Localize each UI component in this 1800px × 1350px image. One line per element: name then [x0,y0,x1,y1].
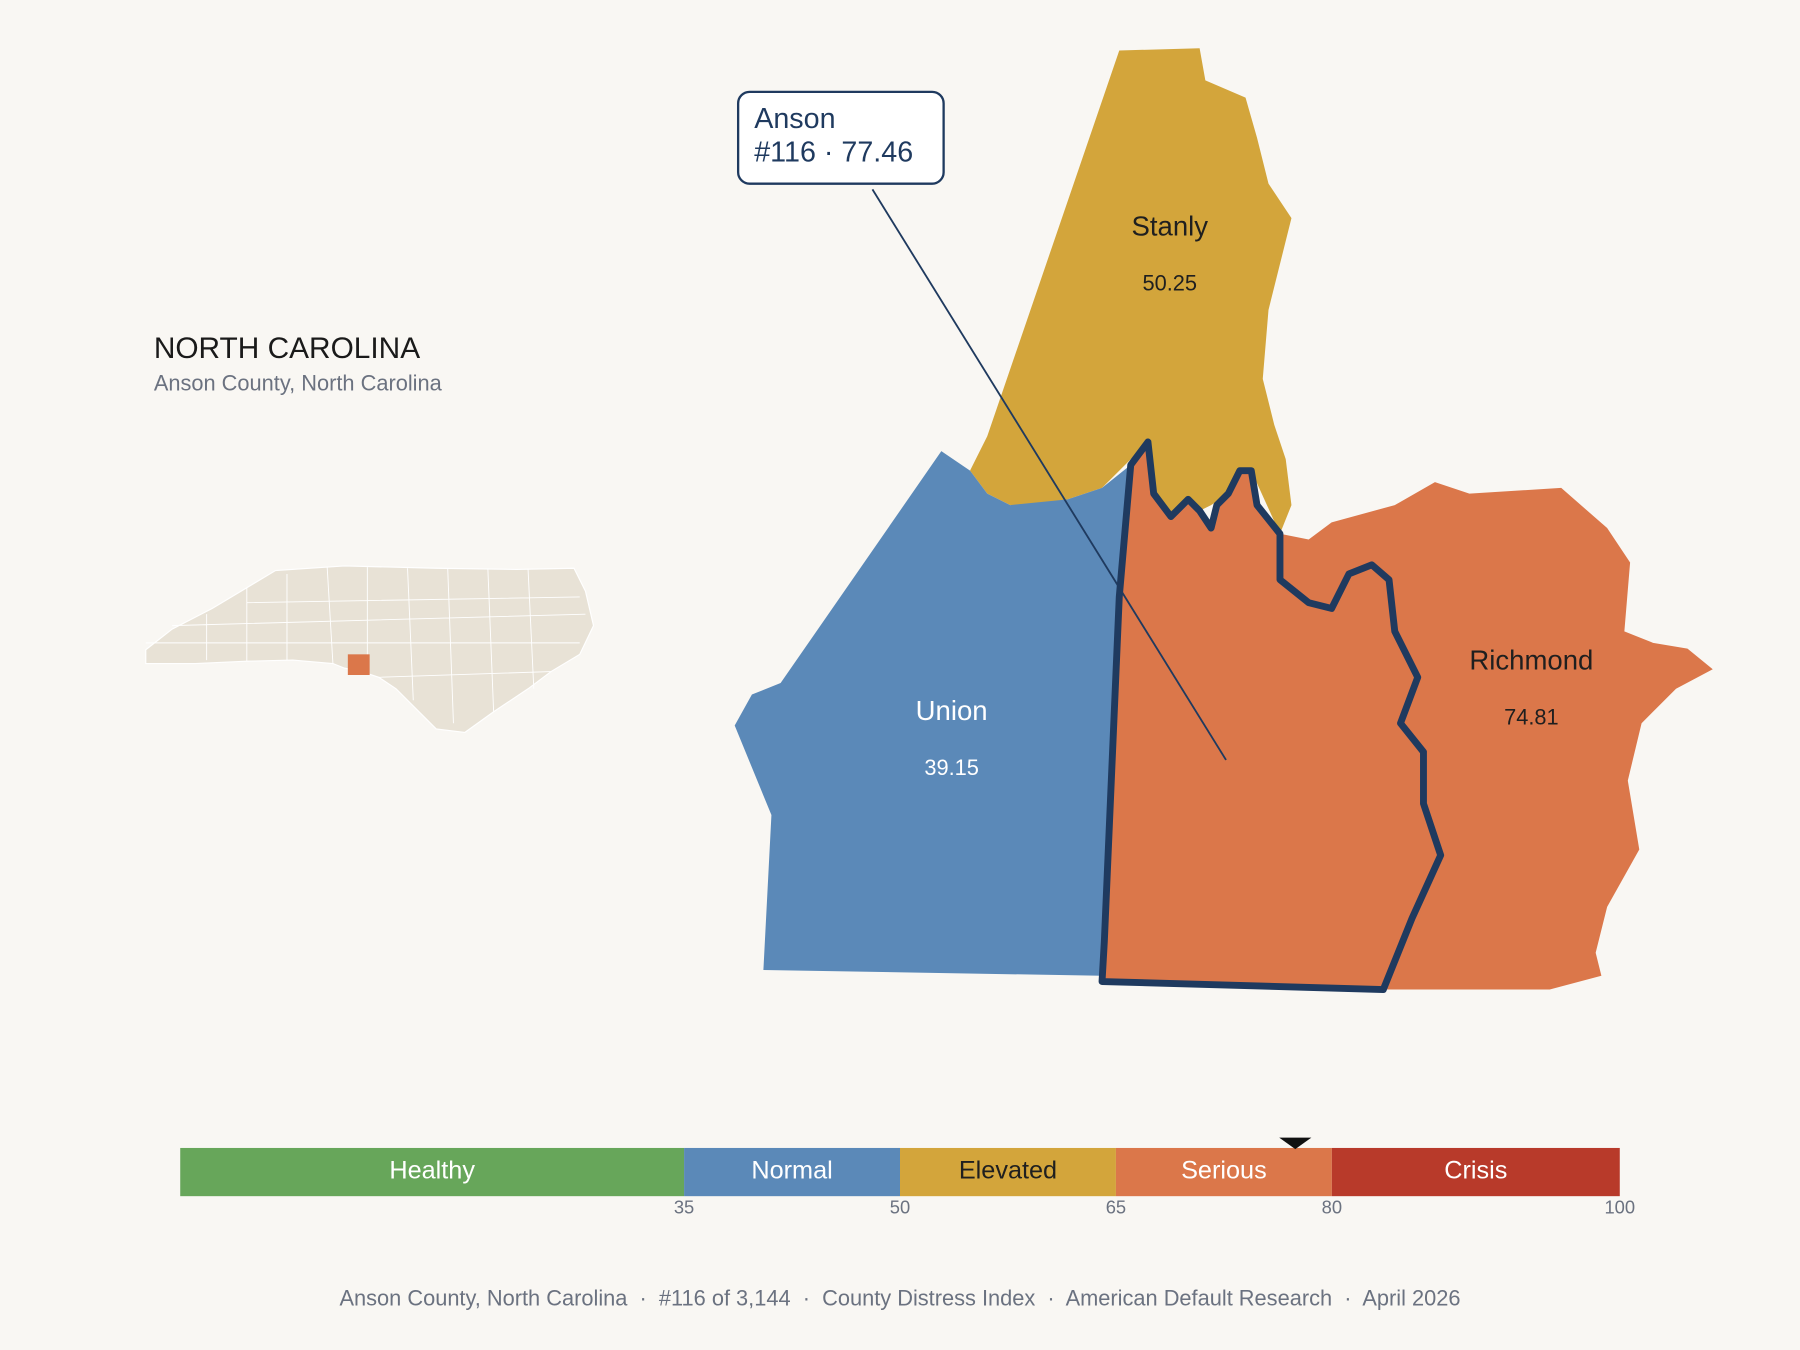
scale-band [1115,1147,1332,1197]
county-shape [1279,482,1713,990]
scale-tick-label: 100 [1604,1197,1635,1218]
scale-band [180,1147,685,1197]
band-label: Serious [1181,1157,1267,1185]
scale-tick-label: 80 [1322,1197,1342,1218]
state-inset [145,565,595,733]
county-shape [970,48,1292,534]
county-value: 50.25 [1142,270,1197,295]
scale-band [900,1147,1116,1197]
band-label: Healthy [389,1157,475,1185]
band-label: Normal [751,1157,832,1185]
callout-box [736,90,945,185]
inset-highlight [347,654,370,675]
band-label: Elevated [959,1157,1057,1185]
footer: Anson County, North Carolina · #116 of 3… [339,1285,1460,1310]
subtitle: Anson County, North Carolina [154,370,443,395]
county-name: Stanly [1131,211,1208,242]
county-shape [734,451,1131,976]
state-shape [145,565,595,733]
county-name: Richmond [1469,645,1593,676]
legend-scale: Healthy Normal Elevated Serious Crisis 35 50 65… [180,1137,1635,1218]
scale-tick-label: 35 [674,1197,694,1218]
band-label: Crisis [1444,1157,1507,1185]
scale-tick-label: 50 [890,1197,910,1218]
county-value: 39.15 [924,755,979,780]
callout-leader [871,188,1227,761]
title: NORTH CAROLINA [154,332,420,365]
inset-county-lines [145,567,586,724]
county-name: Union [916,695,988,726]
county-map: Stanly 50.25 Union 39.15 Richmond 74.81 [734,48,1713,993]
scale-band [684,1147,900,1197]
scale-marker [1279,1137,1312,1150]
scale-band [1331,1147,1620,1197]
county-shape [1098,438,1445,993]
callout-detail: #116 · 77.46 [754,136,913,168]
scale-tick-label: 65 [1106,1197,1126,1218]
county-value: 74.81 [1504,704,1559,729]
callout-name: Anson [754,103,835,135]
